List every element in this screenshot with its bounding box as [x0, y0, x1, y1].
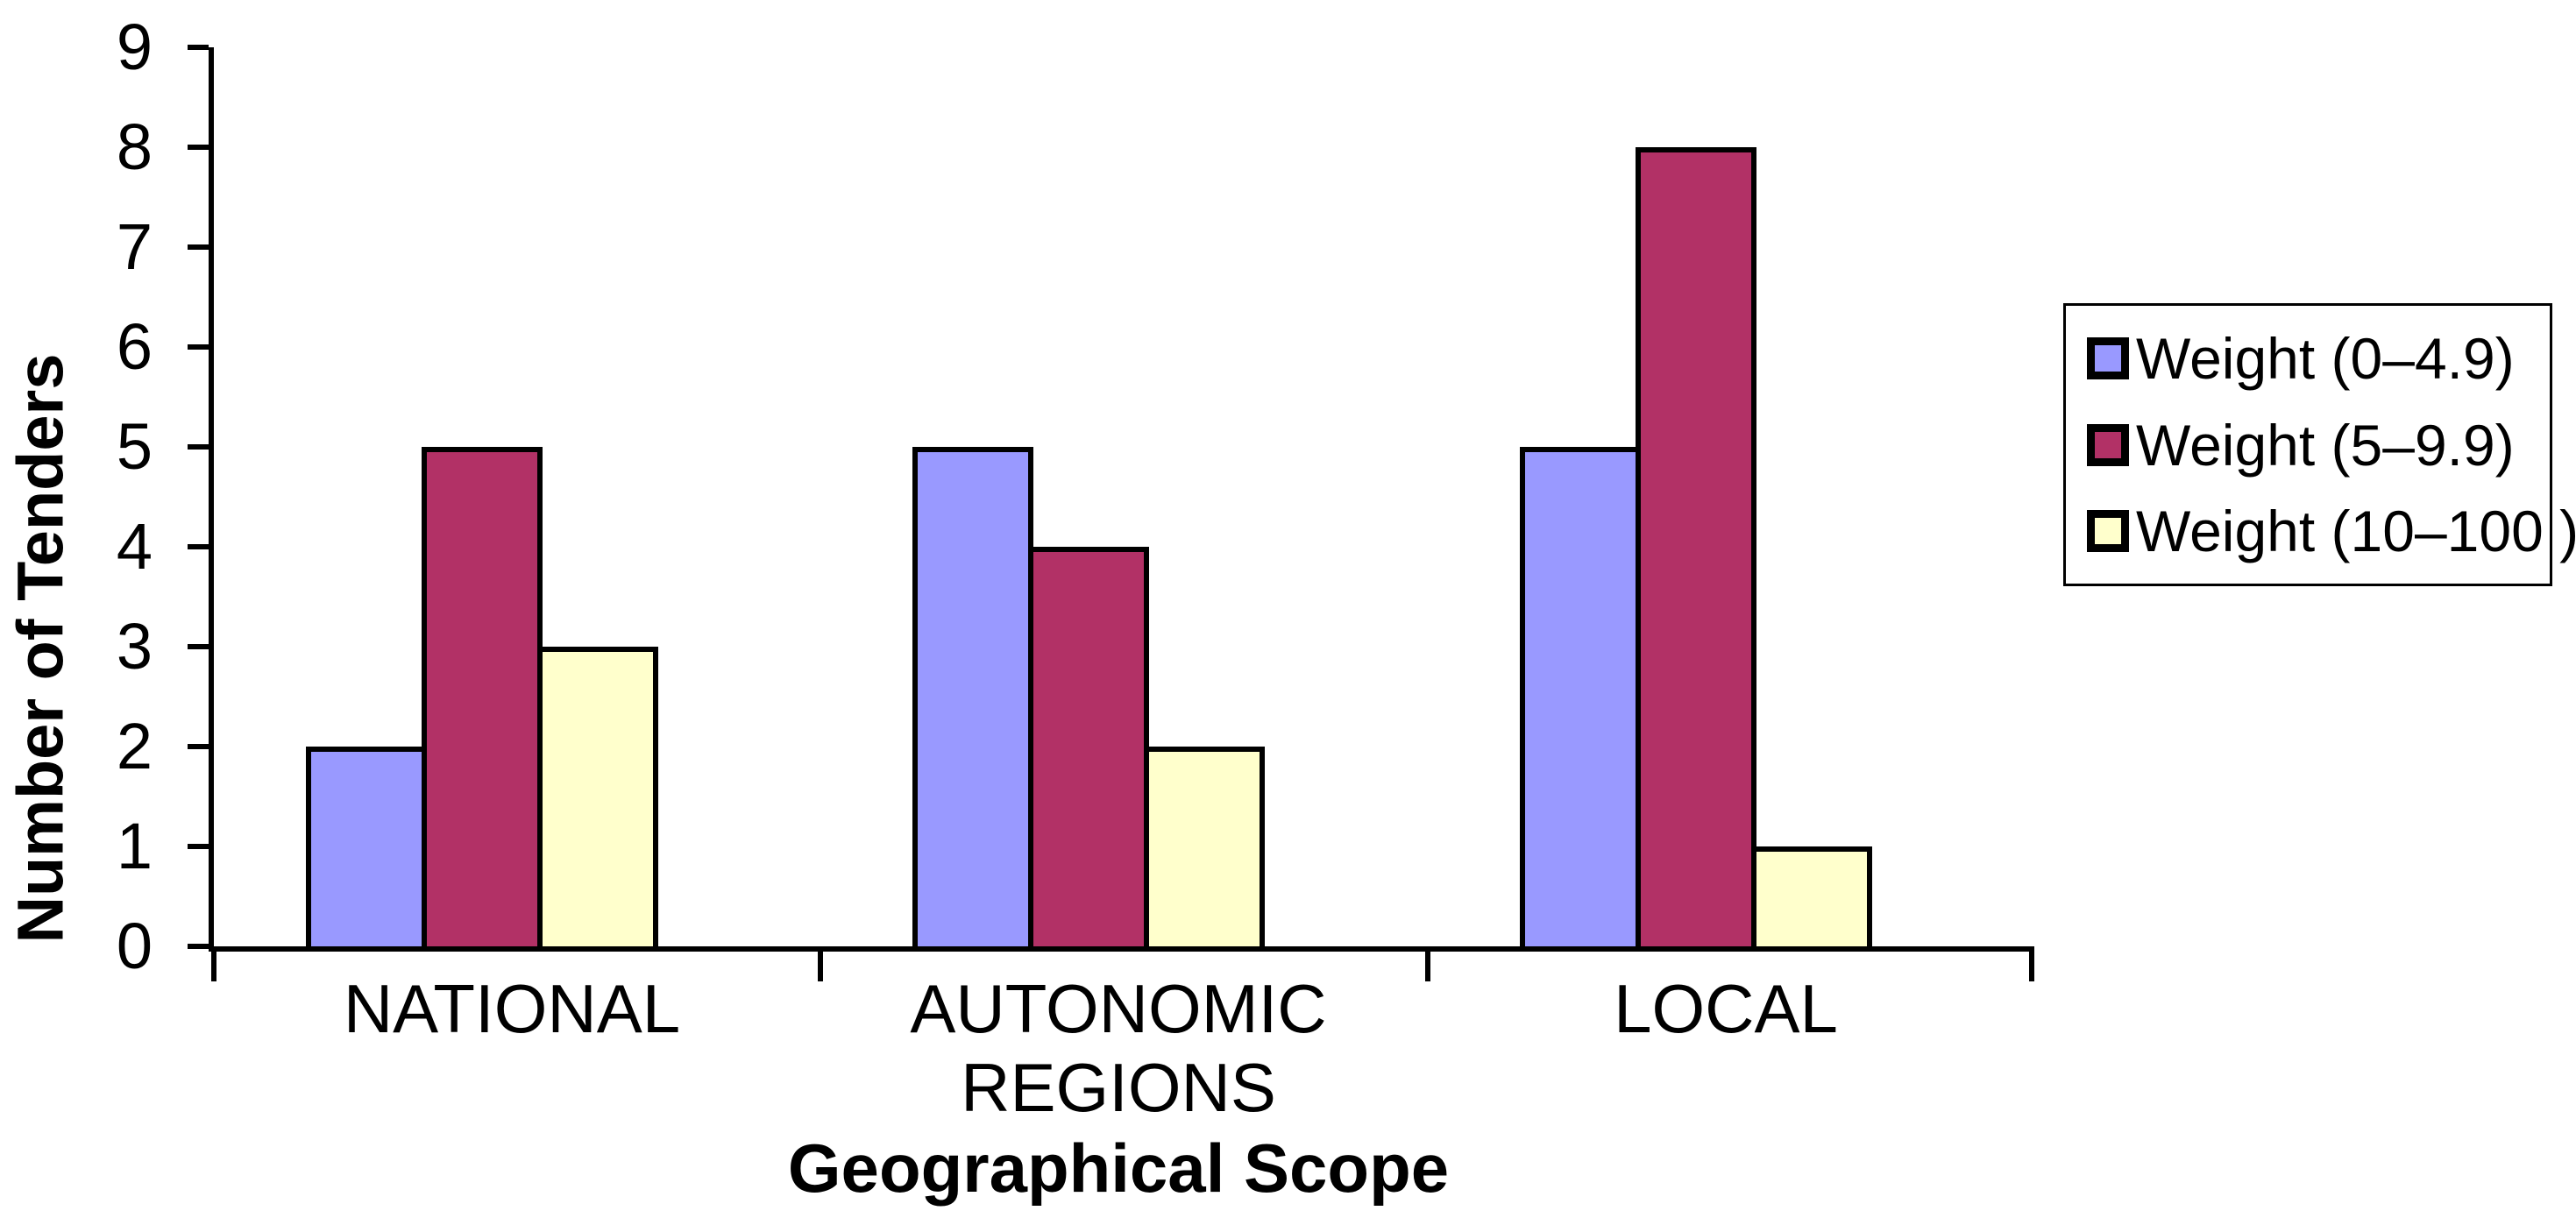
y-tick-mark — [188, 844, 209, 849]
x-tick-mark — [211, 946, 216, 981]
bar — [1751, 846, 1872, 952]
x-axis-title: Geographical Scope — [787, 1129, 1450, 1207]
y-tick-label: 7 — [116, 210, 153, 283]
y-tick-mark — [188, 644, 209, 649]
category-label: LOCAL — [1614, 970, 1838, 1047]
bar — [1028, 547, 1149, 952]
legend-label: Weight (0–4.9) — [2136, 326, 2515, 392]
y-tick-mark — [188, 145, 209, 150]
y-tick-label: 4 — [116, 510, 153, 583]
y-tick-label: 6 — [116, 310, 153, 383]
y-tick-label: 9 — [116, 11, 153, 83]
bar — [422, 447, 543, 952]
legend-swatch-icon — [2087, 509, 2129, 552]
y-tick-mark — [188, 744, 209, 749]
x-tick-mark — [1425, 946, 1430, 981]
x-tick-mark — [2029, 946, 2034, 981]
y-tick-label: 0 — [116, 910, 153, 982]
y-tick-mark — [188, 344, 209, 350]
bar-group — [1520, 147, 1872, 952]
legend-label: Weight (5–9.9) — [2136, 412, 2515, 478]
bar — [912, 447, 1033, 952]
legend-label: Weight (10–100 ) — [2136, 498, 2576, 563]
y-tick-label: 1 — [116, 810, 153, 882]
y-tick-mark — [188, 244, 209, 250]
category-label: AUTONOMIC REGIONS — [910, 970, 1327, 1126]
legend-item: Weight (10–100 ) — [2087, 498, 2576, 564]
y-tick-mark — [188, 45, 209, 50]
bar-group — [306, 447, 658, 952]
legend-swatch-icon — [2087, 423, 2129, 466]
bar — [1520, 447, 1641, 952]
y-tick-mark — [188, 944, 209, 949]
y-tick-label: 2 — [116, 710, 153, 782]
legend-swatch-icon — [2087, 337, 2129, 380]
legend: Weight (0–4.9) Weight (5–9.9) Weight (10–1… — [2063, 303, 2576, 586]
bar-group — [912, 447, 1265, 952]
plot-area: 0 1 2 3 4 5 6 7 8 9 — [117, 11, 2034, 982]
legend-item: Weight (5–9.9) — [2087, 412, 2550, 478]
bar — [537, 647, 658, 952]
x-tick-mark — [818, 946, 823, 981]
bar — [1636, 147, 1756, 952]
bar — [306, 747, 427, 952]
y-tick-label: 8 — [116, 110, 153, 183]
y-tick-label: 5 — [116, 410, 153, 483]
bar — [1144, 747, 1265, 952]
y-tick-label: 3 — [116, 610, 153, 683]
category-label: NATIONAL — [343, 970, 681, 1047]
y-tick-mark — [188, 544, 209, 549]
y-tick-mark — [188, 444, 209, 450]
legend-item: Weight (0–4.9) — [2087, 325, 2550, 392]
